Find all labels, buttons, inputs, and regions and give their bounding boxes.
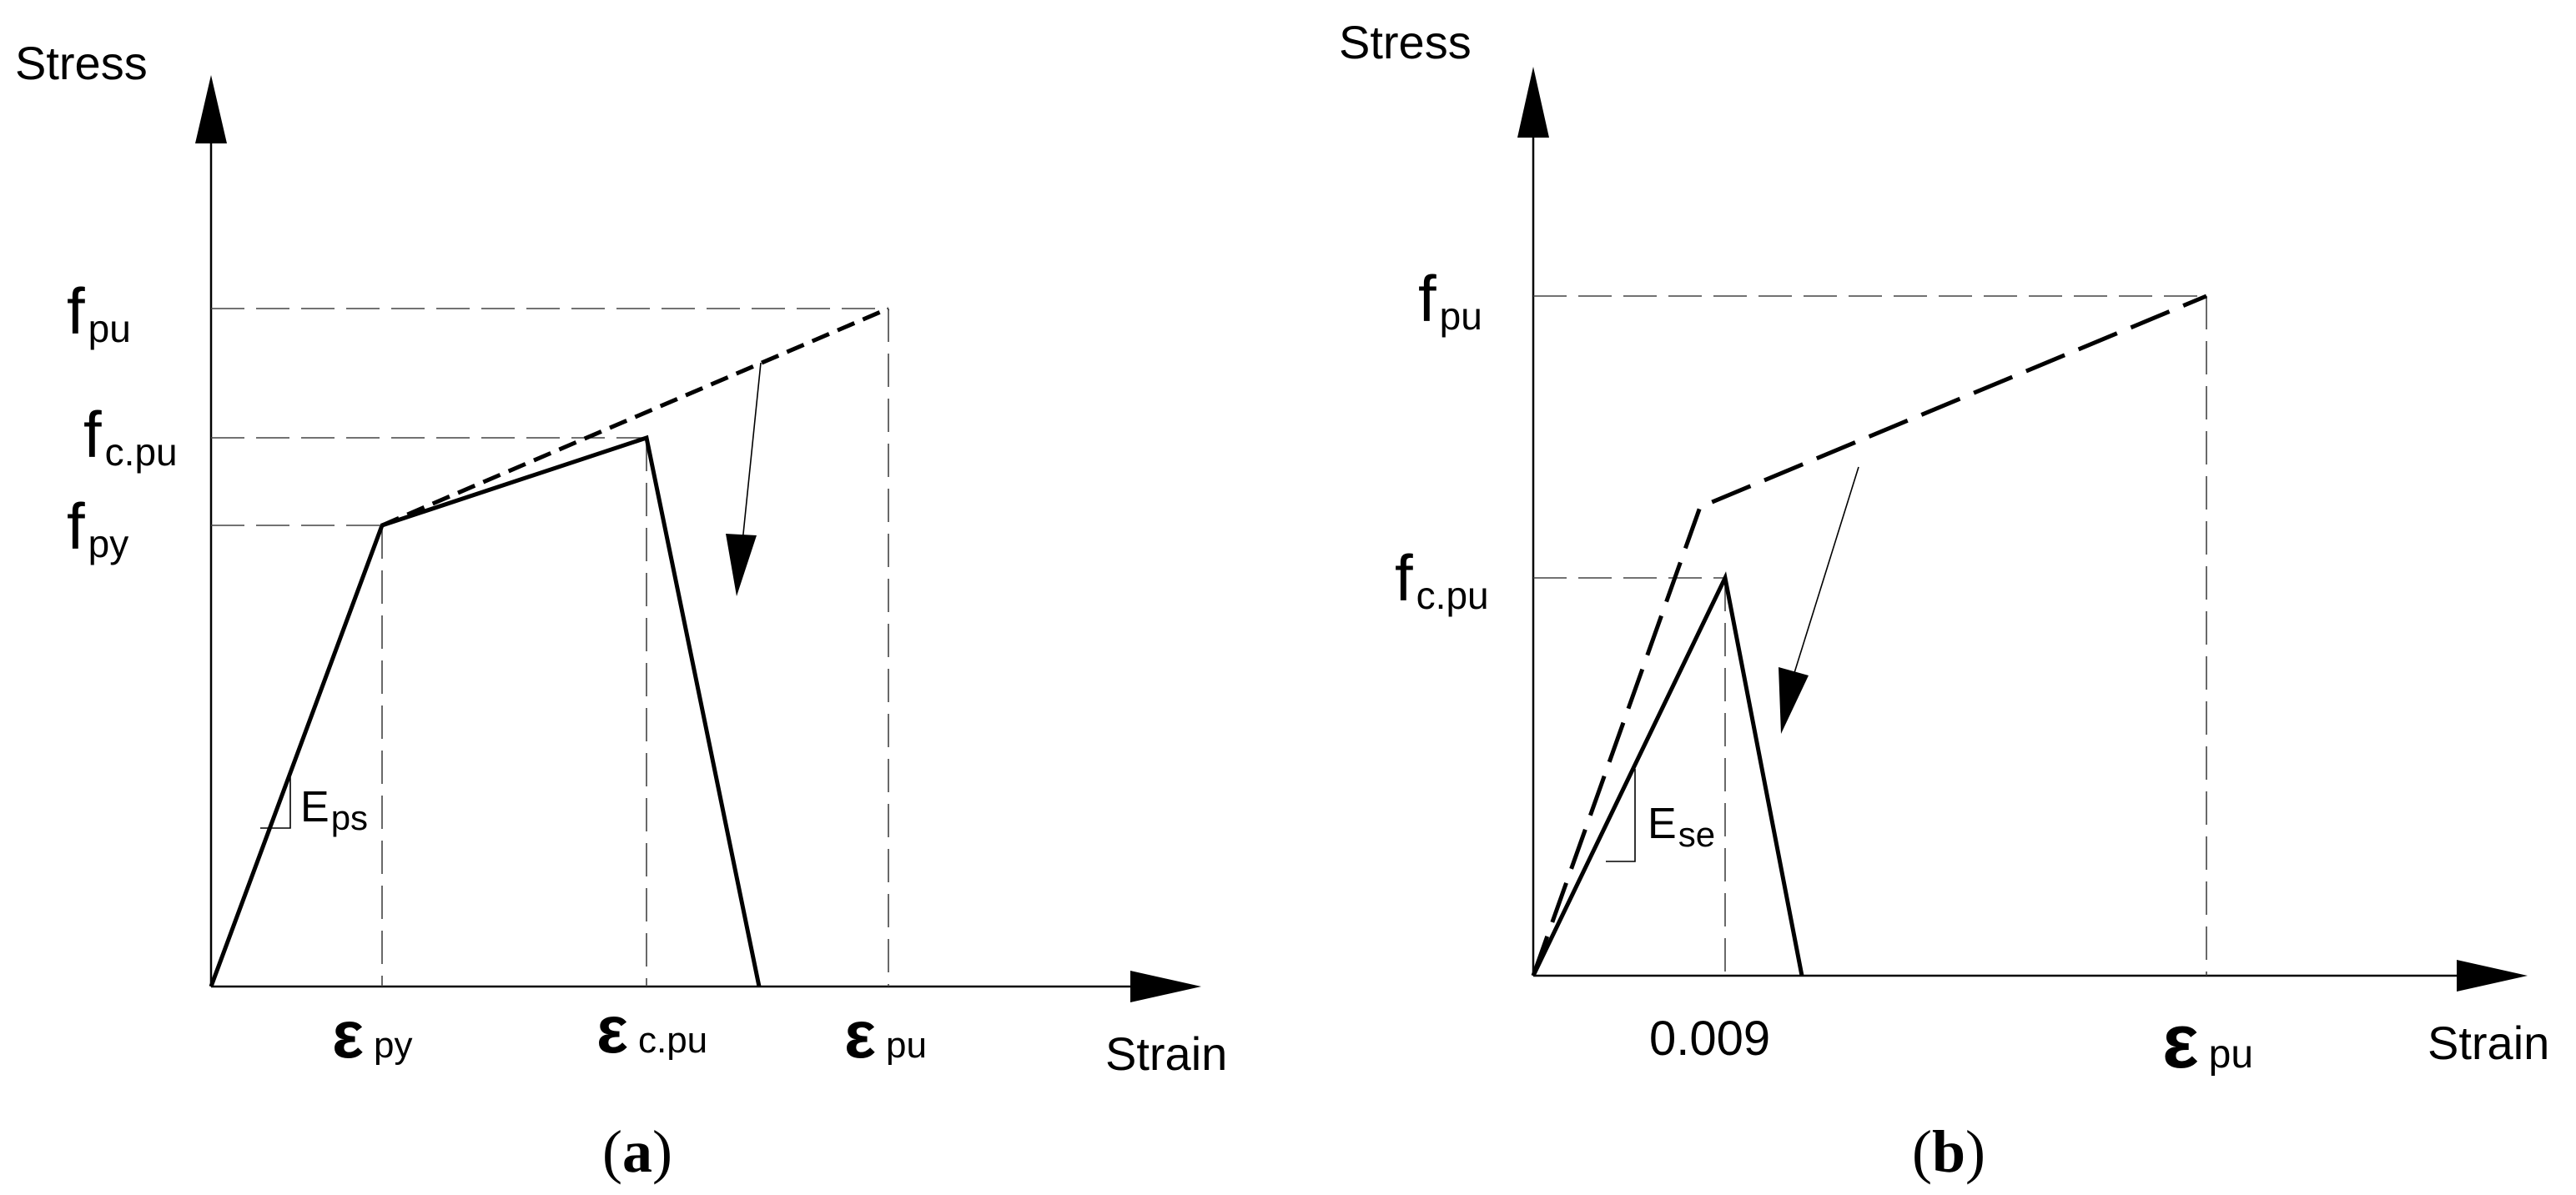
panel-a-caption: (a) — [602, 1118, 672, 1185]
panel-a-x-arrowhead — [1130, 971, 1201, 1002]
panel-a-label-slope: Eps — [300, 783, 368, 837]
panel-b-x-arrowhead — [2457, 960, 2528, 992]
panel-a-label-fcpu: fc.pu — [83, 398, 178, 474]
panel-a-y-axis-label: Stress — [15, 37, 148, 89]
panel-b-y-axis-label: Stress — [1339, 16, 1472, 68]
panel-b-x-axis-label: Strain — [2428, 1017, 2549, 1069]
panel-a-corroded-curve — [209, 434, 762, 987]
panel-b-intact-curve — [1531, 294, 2207, 977]
panel-b-label-x-value: 0.009 — [1649, 1012, 1770, 1066]
panel-b-slope-triangle — [1606, 769, 1636, 862]
panel-a-label-fpy: fpy — [67, 490, 128, 565]
panel-a-intact-curve — [381, 306, 889, 528]
panel-a-label-fpu: fpu — [67, 274, 131, 350]
panel-b-label-fcpu: fc.pu — [1395, 541, 1489, 617]
panel-a-degradation-arrow-line — [742, 362, 762, 543]
panel-b-degradation-arrow-line — [1793, 466, 1859, 676]
panel-b-corroded-curve — [1531, 571, 1804, 977]
panel-a-y-arrowhead — [195, 75, 227, 143]
panel-b-label-slope: Ese — [1648, 800, 1715, 854]
panel-b: Stress Strain fpu fc.pu Ese 0.009 ε pu (b… — [1339, 16, 2549, 1185]
panel-a-label-eps-cpu: ε c.pu — [596, 992, 707, 1067]
panel-a-label-eps-pu: ε pu — [844, 997, 927, 1072]
panel-a-label-eps-py: ε py — [332, 997, 412, 1072]
panel-a: Stress Strain fpu fc.pu fpy Eps ε py ε c.p… — [15, 37, 1227, 1185]
panel-a-x-axis-label: Strain — [1105, 1027, 1227, 1080]
panel-b-degradation-arrowhead — [1779, 667, 1809, 734]
panel-a-degradation-arrowhead — [726, 534, 757, 596]
panel-b-caption: (b) — [1912, 1118, 1985, 1185]
panel-b-label-fpu: fpu — [1418, 262, 1482, 338]
panel-b-y-arrowhead — [1517, 67, 1549, 138]
panel-b-label-eps-pu: ε pu — [2162, 999, 2253, 1084]
panel-a-slope-triangle — [260, 777, 291, 829]
